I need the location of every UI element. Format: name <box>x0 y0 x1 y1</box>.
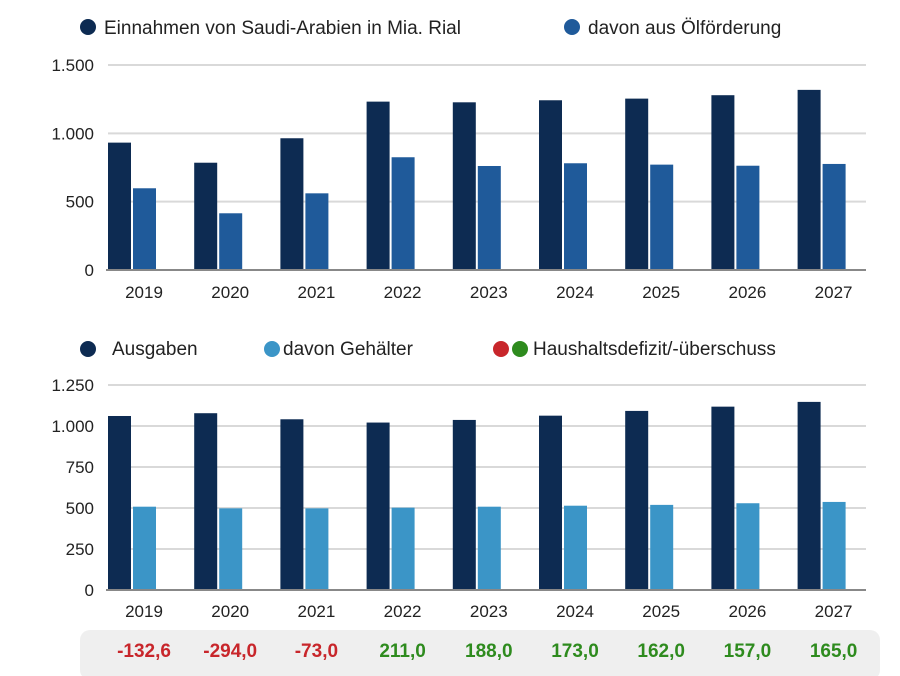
y-tick-label: 500 <box>66 193 94 212</box>
bar-secondary-2023 <box>477 506 501 590</box>
balance-value-2022: 211,0 <box>379 641 426 662</box>
y-tick-label: 1.000 <box>51 124 94 143</box>
legend-swatch-oil <box>564 19 580 35</box>
balance-value-2027: 165,0 <box>810 641 858 662</box>
x-tick-label: 2022 <box>384 602 422 621</box>
bar-secondary-2019 <box>133 506 156 590</box>
bar-secondary-2024 <box>564 163 587 270</box>
footer-balance-row <box>80 630 880 676</box>
bar-primary-2026 <box>711 406 735 590</box>
x-tick-label: 2026 <box>728 283 766 302</box>
balance-value-2019: -132,6 <box>117 641 171 662</box>
x-tick-label: 2024 <box>556 602 594 621</box>
x-tick-label: 2023 <box>470 283 508 302</box>
bar-primary-2021 <box>280 138 304 270</box>
legend-label-expenses: Ausgaben <box>112 339 198 360</box>
x-tick-label: 2023 <box>470 602 508 621</box>
bar-primary-2019 <box>108 415 131 590</box>
x-tick-label: 2026 <box>728 602 766 621</box>
y-tick-label: 1.250 <box>51 376 94 395</box>
bar-secondary-2025 <box>650 164 674 270</box>
x-tick-label: 2022 <box>384 283 422 302</box>
legend-label-income: Einnahmen von Saudi-Arabien in Mia. Rial <box>104 18 461 39</box>
legend-bottom: Ausgaben davon Gehälter Haushaltsdefizit… <box>80 339 776 360</box>
x-tick-label: 2027 <box>815 602 853 621</box>
bar-secondary-2020 <box>219 508 243 590</box>
y-tick-label: 0 <box>85 581 94 600</box>
balance-value-2023: 188,0 <box>465 641 513 662</box>
bar-secondary-2023 <box>477 165 501 270</box>
bar-secondary-2022 <box>391 157 415 270</box>
bar-primary-2020 <box>194 413 218 590</box>
bar-primary-2022 <box>366 422 390 590</box>
bar-primary-2027 <box>797 89 821 270</box>
legend-label-salaries: davon Gehälter <box>283 339 414 360</box>
legend-swatch-income <box>80 19 96 35</box>
legend-label-oil: davon aus Ölförderung <box>588 18 781 39</box>
balance-value-2025: 162,0 <box>637 641 685 662</box>
x-tick-label: 2019 <box>125 602 163 621</box>
bar-secondary-2021 <box>305 508 329 590</box>
bar-primary-2025 <box>625 98 649 271</box>
bar-secondary-2027 <box>822 163 846 270</box>
x-tick-label: 2020 <box>211 602 249 621</box>
bar-primary-2027 <box>797 401 821 590</box>
x-tick-label: 2021 <box>297 283 335 302</box>
x-tick-label: 2019 <box>125 283 163 302</box>
bar-secondary-2019 <box>133 188 156 270</box>
y-tick-label: 750 <box>66 458 94 477</box>
legend-top: Einnahmen von Saudi-Arabien in Mia. Rial… <box>80 18 781 39</box>
bar-primary-2023 <box>452 419 476 590</box>
y-tick-label: 0 <box>85 261 94 280</box>
bar-secondary-2024 <box>564 505 587 590</box>
x-tick-label: 2020 <box>211 283 249 302</box>
bar-primary-2026 <box>711 95 735 270</box>
bar-primary-2019 <box>108 142 131 270</box>
bar-primary-2023 <box>452 102 476 270</box>
bar-primary-2022 <box>366 101 390 270</box>
x-tick-label: 2024 <box>556 283 594 302</box>
balance-value-2026: 157,0 <box>724 641 772 662</box>
bar-primary-2025 <box>625 410 649 590</box>
x-tick-label: 2025 <box>642 283 680 302</box>
bar-secondary-2021 <box>305 193 329 270</box>
y-tick-label: 250 <box>66 540 94 559</box>
balance-value-2021: -73,0 <box>295 641 338 662</box>
bar-primary-2020 <box>194 162 218 270</box>
bar-secondary-2027 <box>822 501 846 590</box>
legend-swatch-deficit <box>493 341 509 357</box>
bar-secondary-2026 <box>736 503 760 590</box>
balance-value-2024: 173,0 <box>551 641 599 662</box>
y-tick-label: 1.000 <box>51 417 94 436</box>
x-tick-label: 2021 <box>297 602 335 621</box>
bar-secondary-2026 <box>736 165 760 270</box>
legend-swatch-surplus <box>512 341 528 357</box>
bar-primary-2024 <box>539 415 562 590</box>
bar-secondary-2022 <box>391 507 415 590</box>
legend-swatch-salaries <box>264 341 280 357</box>
bar-primary-2021 <box>280 419 304 590</box>
legend-swatch-expenses <box>80 341 96 357</box>
x-tick-label: 2025 <box>642 602 680 621</box>
legend-label-balance: Haushaltsdefizit/-überschuss <box>533 339 776 360</box>
bar-secondary-2020 <box>219 213 243 270</box>
balance-value-2020: -294,0 <box>203 641 257 662</box>
y-tick-label: 500 <box>66 499 94 518</box>
y-tick-label: 1.500 <box>51 56 94 75</box>
x-tick-label: 2027 <box>815 283 853 302</box>
bar-secondary-2025 <box>650 504 674 590</box>
bar-primary-2024 <box>539 100 562 270</box>
